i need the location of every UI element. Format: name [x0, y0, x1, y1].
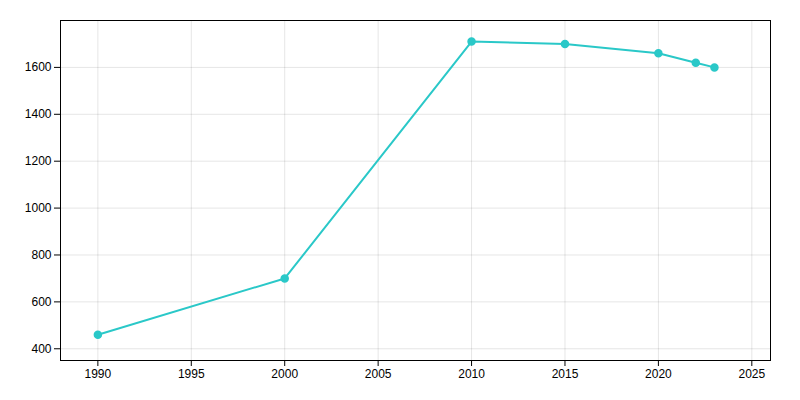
svg-text:400: 400	[31, 342, 51, 356]
svg-text:1000: 1000	[25, 201, 52, 215]
svg-text:2005: 2005	[365, 367, 392, 381]
svg-text:2020: 2020	[645, 367, 672, 381]
svg-text:2025: 2025	[738, 367, 765, 381]
svg-text:2015: 2015	[552, 367, 579, 381]
svg-text:2000: 2000	[271, 367, 298, 381]
svg-text:1400: 1400	[25, 107, 52, 121]
svg-text:1600: 1600	[25, 60, 52, 74]
svg-text:800: 800	[31, 248, 51, 262]
svg-text:1200: 1200	[25, 154, 52, 168]
svg-text:2010: 2010	[458, 367, 485, 381]
svg-text:1990: 1990	[85, 367, 112, 381]
svg-text:600: 600	[31, 295, 51, 309]
svg-text:1995: 1995	[178, 367, 205, 381]
